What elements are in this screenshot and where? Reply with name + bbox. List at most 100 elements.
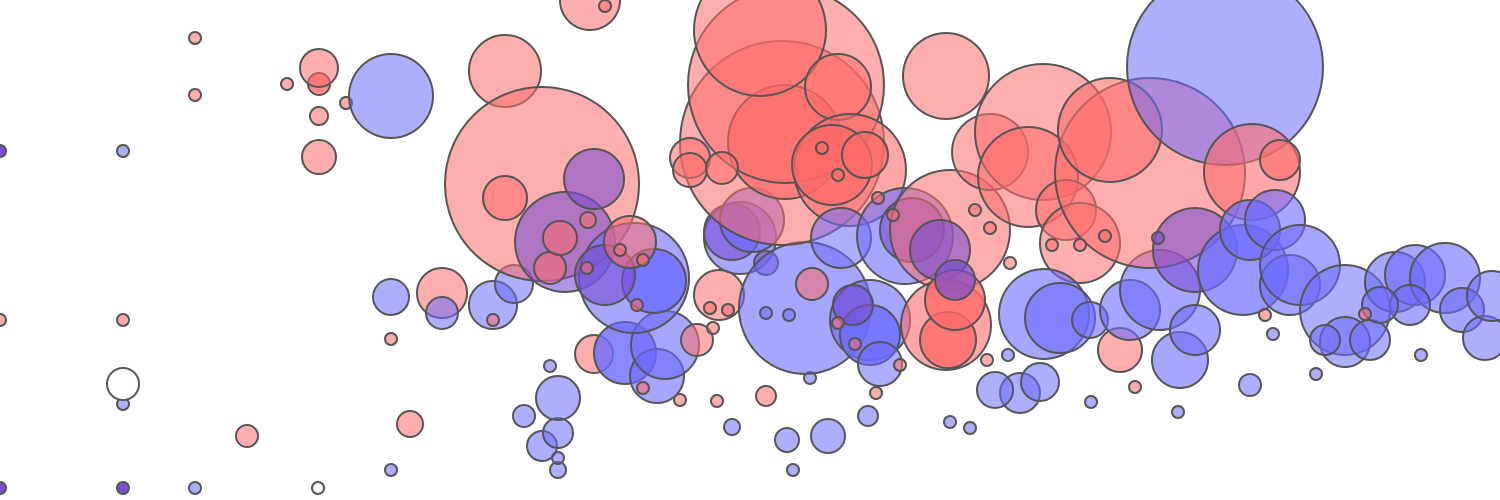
bubble-point-20 [299, 48, 339, 88]
bubble-point-41 [551, 451, 565, 465]
bubble-point-31 [482, 175, 528, 221]
bubble-point-50 [673, 393, 687, 407]
bubble-point-26 [425, 296, 459, 330]
bubble-point-48 [680, 323, 714, 357]
bubble-point-161 [831, 168, 845, 182]
bubble-point-108 [1084, 395, 1098, 409]
bubble-point-155 [980, 353, 994, 367]
bubble-point-163 [886, 208, 900, 222]
bubble-point-153 [968, 203, 982, 217]
bubble-point-151 [1151, 231, 1165, 245]
bubble-point-109 [1128, 380, 1142, 394]
bubble-point-17 [309, 106, 329, 126]
bubble-point-154 [1003, 256, 1017, 270]
bubble-point-33 [533, 251, 567, 285]
bubble-point-113 [1414, 348, 1428, 362]
bubble-point-42 [535, 375, 581, 421]
bubble-point-54 [774, 427, 800, 453]
bubble-point-149 [1073, 238, 1087, 252]
bubble-point-141 [1466, 270, 1500, 322]
bubble-point-160 [815, 141, 829, 155]
bubble-point-2 [188, 481, 202, 495]
bubble-point-126 [1259, 139, 1301, 181]
bubble-point-162 [871, 191, 885, 205]
bubble-point-140 [1462, 315, 1500, 361]
bubble-point-168 [636, 253, 650, 267]
bubble-point-18 [280, 77, 294, 91]
bubble-point-10 [0, 313, 7, 327]
bubble-point-39 [542, 417, 574, 449]
bubble-point-11 [116, 313, 130, 327]
bubble-point-37 [512, 404, 536, 428]
bubble-point-104 [976, 371, 1014, 409]
bubble-point-107 [963, 421, 977, 435]
bubble-point-56 [810, 418, 846, 454]
bubble-point-6 [396, 410, 424, 438]
bubble-point-13 [116, 144, 130, 158]
bubble-point-53 [723, 418, 741, 436]
bubble-point-12 [0, 144, 7, 158]
bubble-point-64 [693, 269, 745, 321]
bubble-point-159 [831, 316, 845, 330]
bubble-point-8 [106, 367, 140, 401]
bubble-point-14 [188, 88, 202, 102]
bubble-point-71 [782, 308, 796, 322]
bubble-point-110 [1171, 405, 1185, 419]
bubble-point-112 [1309, 367, 1323, 381]
bubble-point-147 [1358, 307, 1372, 321]
bubble-point-121 [1169, 304, 1221, 356]
bubble-point-97 [934, 259, 976, 301]
bubble-point-55 [786, 463, 800, 477]
bubble-point-70 [759, 306, 773, 320]
bubble-point-83 [841, 131, 889, 179]
bubble-point-158 [848, 337, 862, 351]
bubble-point-105 [1020, 362, 1060, 402]
bubble-point-16 [301, 139, 337, 175]
bubble-point-49 [636, 381, 650, 395]
bubble-point-76 [693, 0, 827, 97]
bubble-point-148 [1098, 229, 1112, 243]
bubble-point-165 [721, 303, 735, 317]
bubble-point-111 [1238, 373, 1262, 397]
bubble-point-58 [869, 386, 883, 400]
bubble-point-36 [579, 211, 597, 229]
bubble-point-170 [580, 261, 594, 275]
bubble-point-51 [710, 394, 724, 408]
bubble-point-3 [311, 481, 325, 495]
bubble-point-152 [983, 221, 997, 235]
bubble-point-1 [116, 481, 130, 495]
bubble-point-28 [486, 313, 500, 327]
bubble-point-24 [372, 278, 410, 316]
bubble-point-43 [543, 359, 557, 373]
bubble-point-77 [804, 53, 872, 121]
bubble-point-166 [703, 301, 717, 315]
bubble-point-135 [1349, 319, 1391, 361]
bubble-point-106 [943, 415, 957, 429]
bubble-point-150 [1045, 238, 1059, 252]
bubble-point-57 [857, 405, 879, 427]
bubble-point-5 [235, 424, 259, 448]
bubble-point-15 [188, 31, 202, 45]
bubble-point-145 [1266, 327, 1280, 341]
bubble-point-167 [630, 298, 644, 312]
bubble-point-88 [832, 284, 874, 326]
bubble-point-157 [893, 358, 907, 372]
bubble-point-169 [613, 243, 627, 257]
bubble-point-146 [1258, 308, 1272, 322]
bubble-point-72 [795, 267, 829, 301]
bubble-point-34 [542, 220, 578, 256]
bubble-point-156 [1001, 348, 1015, 362]
bubble-point-35 [563, 148, 625, 210]
bubble-point-172 [598, 0, 612, 13]
bubble-point-22 [348, 53, 434, 139]
bubble-point-4 [384, 463, 398, 477]
bubble-point-164 [706, 321, 720, 335]
bubble-point-93 [902, 32, 990, 120]
bubble-point-52 [755, 385, 777, 407]
bubble-point-79 [672, 152, 708, 188]
bubble-point-0 [0, 481, 7, 495]
bubble-point-80 [705, 151, 739, 185]
bubble-point-9 [384, 332, 398, 346]
